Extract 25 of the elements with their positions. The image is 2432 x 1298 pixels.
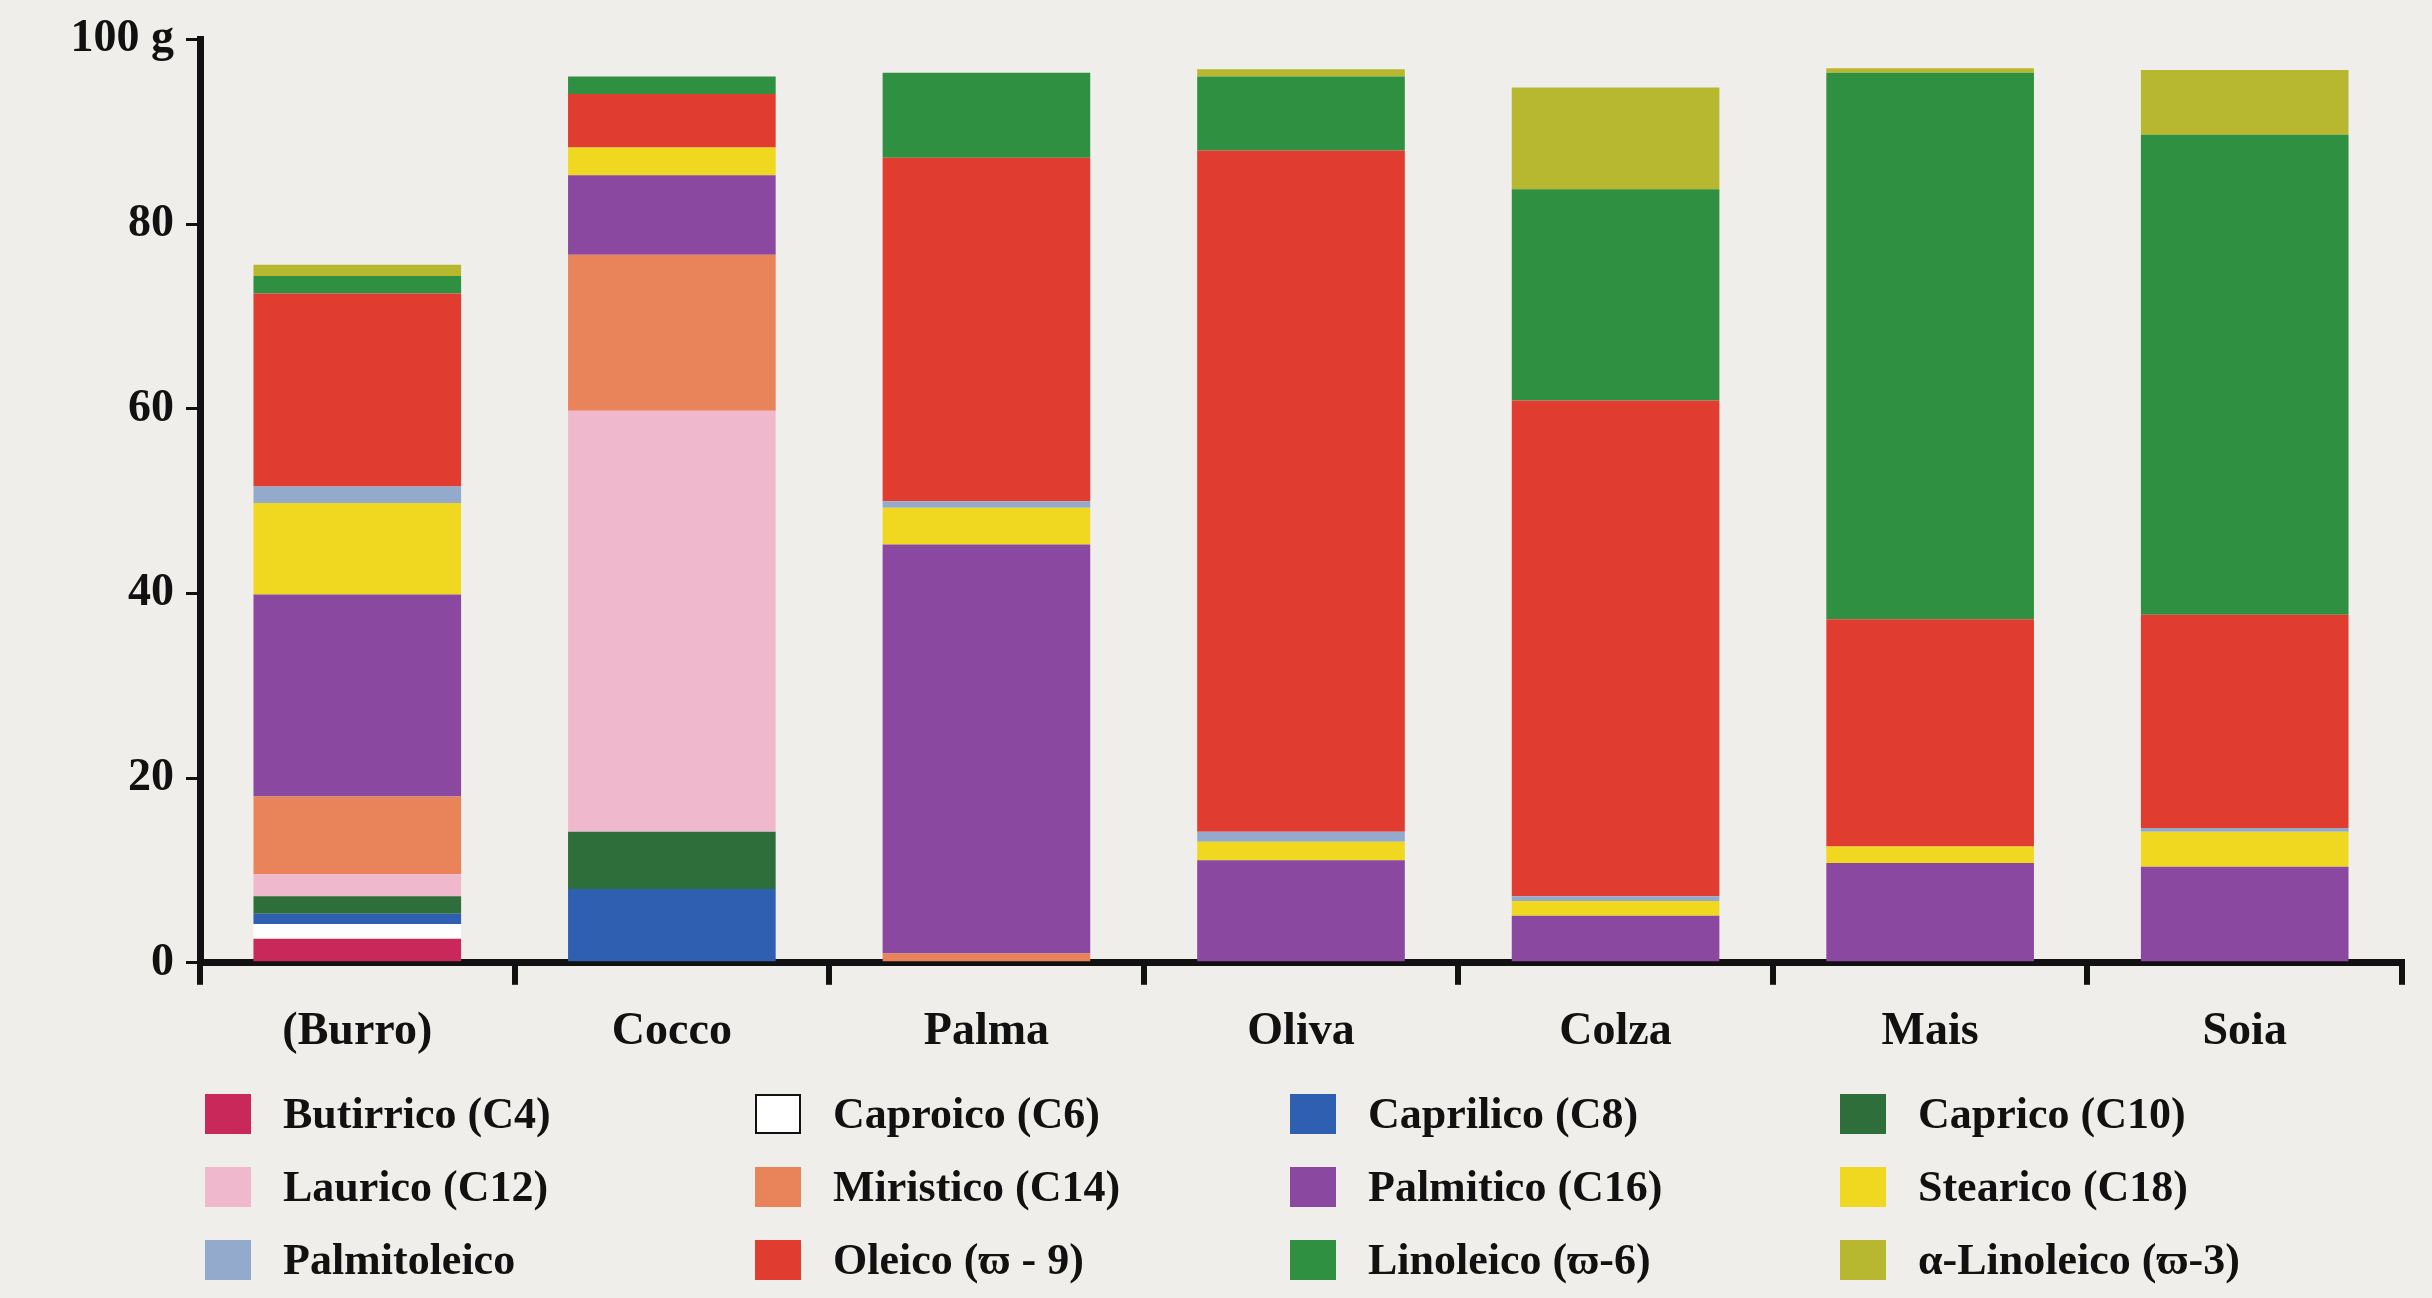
legend-label: α-Linoleico (ϖ-3) bbox=[1918, 1234, 2240, 1285]
legend-label: Stearico (C18) bbox=[1918, 1161, 2189, 1212]
y-tick-label: 20 bbox=[128, 749, 174, 801]
legend-label: Butirrico (C4) bbox=[283, 1088, 551, 1139]
y-tick-label: 80 bbox=[128, 195, 174, 247]
legend-label: Palmitoleico bbox=[283, 1234, 516, 1285]
x-tick-label: Colza bbox=[1559, 1003, 1672, 1055]
x-tick-label: Mais bbox=[1881, 1003, 1979, 1055]
y-tick-label: 0 bbox=[151, 933, 174, 985]
legend-label: Miristico (C14) bbox=[833, 1161, 1121, 1212]
legend-label: Palmitico (C16) bbox=[1368, 1161, 1663, 1212]
legend-label: Caproico (C6) bbox=[833, 1088, 1100, 1139]
x-tick-label: Soia bbox=[2202, 1003, 2287, 1055]
x-tick-label: (Burro) bbox=[282, 1003, 433, 1055]
legend-label: Linoleico (ϖ-6) bbox=[1368, 1234, 1651, 1285]
x-tick-label: Cocco bbox=[611, 1003, 732, 1055]
legend-label: Caprilico (C8) bbox=[1368, 1088, 1639, 1139]
y-tick-label: 100 g bbox=[70, 10, 174, 62]
legend-label: Caprico (C10) bbox=[1918, 1088, 2186, 1139]
legend-label: Laurico (C12) bbox=[283, 1161, 549, 1212]
legend-label: Oleico (ϖ - 9) bbox=[833, 1234, 1084, 1285]
x-tick-label: Oliva bbox=[1247, 1003, 1355, 1055]
y-tick-label: 60 bbox=[128, 379, 174, 431]
x-tick-label: Palma bbox=[923, 1003, 1050, 1055]
y-tick-label: 40 bbox=[128, 564, 174, 616]
